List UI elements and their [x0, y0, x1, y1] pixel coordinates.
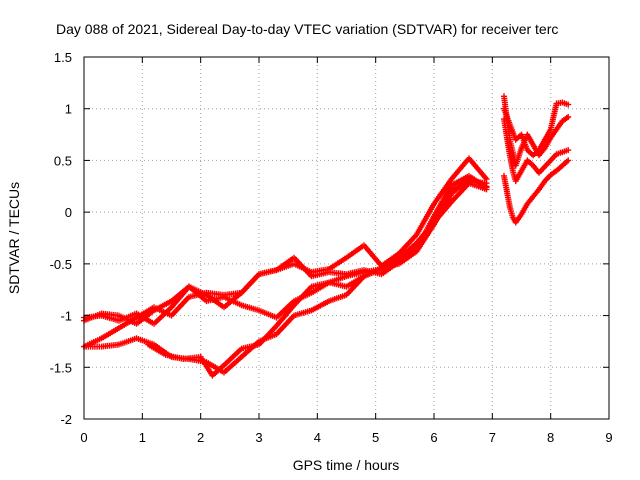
- y-tick-label: 0.5: [54, 153, 72, 168]
- series-track-8: [501, 157, 572, 226]
- x-tick-label: 9: [605, 430, 612, 445]
- series-track-5: [145, 180, 490, 379]
- x-tick-label: 0: [80, 430, 87, 445]
- x-axis-label: GPS time / hours: [293, 457, 400, 473]
- plot-frame: [83, 56, 610, 420]
- y-tick-label: 0: [65, 205, 72, 220]
- x-tick-label: 7: [489, 430, 496, 445]
- data-point-markers: [501, 116, 572, 185]
- x-tick-label: 4: [314, 430, 321, 445]
- y-tick-label: -1: [60, 309, 72, 324]
- x-tick-label: 2: [197, 430, 204, 445]
- y-tick-label: -0.5: [50, 257, 72, 272]
- y-tick-label: -2: [60, 412, 72, 427]
- x-tick-label: 6: [430, 430, 437, 445]
- y-tick-label: 1: [65, 102, 72, 117]
- series-track-9: [501, 99, 572, 159]
- marks-layer: [81, 93, 572, 379]
- data-point-markers: [501, 157, 572, 226]
- y-tick-label: 1.5: [54, 50, 72, 65]
- data-point-markers: [501, 99, 572, 159]
- x-tick-label: 5: [372, 430, 379, 445]
- y-tick-label: -1.5: [50, 360, 72, 375]
- chart-title: Day 088 of 2021, Sidereal Day-to-day VTE…: [56, 21, 558, 37]
- x-tick-label: 3: [255, 430, 262, 445]
- ticks-layer: 0 1 2 3 4 5 6 7 8 9 -2 -1.5 -1 -0.5 0 0.5 1 1.5: [50, 50, 613, 445]
- series-track-7: [501, 116, 572, 185]
- x-tick-label: 1: [139, 430, 146, 445]
- data-point-markers: [145, 180, 490, 379]
- series-track-1: [81, 178, 490, 327]
- y-axis-label: SDTVAR / TECUs: [6, 182, 22, 294]
- grid-layer: [84, 57, 609, 419]
- x-tick-label: 8: [547, 430, 554, 445]
- data-point-markers: [81, 178, 490, 327]
